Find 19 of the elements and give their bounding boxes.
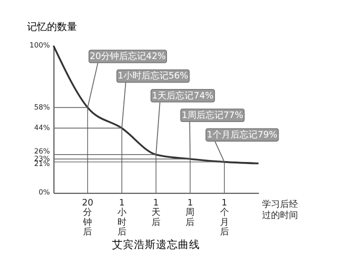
annotation: 1天后忘记74% (152, 90, 214, 102)
text: 艾宾浩斯遗忘曲线 (112, 238, 200, 252)
y-tick-label: 0% (38, 188, 50, 197)
y-tick-label: 26% (34, 146, 50, 156)
x-tick-label: 1小时后 (117, 198, 126, 238)
x-axis-title: 学习后经过的时间 (262, 199, 298, 221)
annotation: 1周后忘记77% (182, 110, 244, 121)
y-tick-label: 58% (34, 102, 50, 112)
y-tick-label: 23% (34, 154, 50, 163)
y-tick-label: 44% (34, 122, 50, 132)
y-tick-label: 100% (30, 40, 50, 50)
annotation: 1小时后忘记56% (118, 70, 188, 82)
annotation: 1个月后忘记79% (206, 130, 278, 141)
x-tick-label: 1天后 (151, 198, 160, 228)
x-tick-label: 1个月后 (220, 198, 229, 238)
annotation: 20分钟后忘记42% (90, 51, 166, 62)
y-axis-title: 记忆的数量 (27, 21, 78, 34)
x-tick-label: 1周后 (186, 198, 195, 228)
x-tick-label: 20分钟后 (82, 198, 94, 238)
